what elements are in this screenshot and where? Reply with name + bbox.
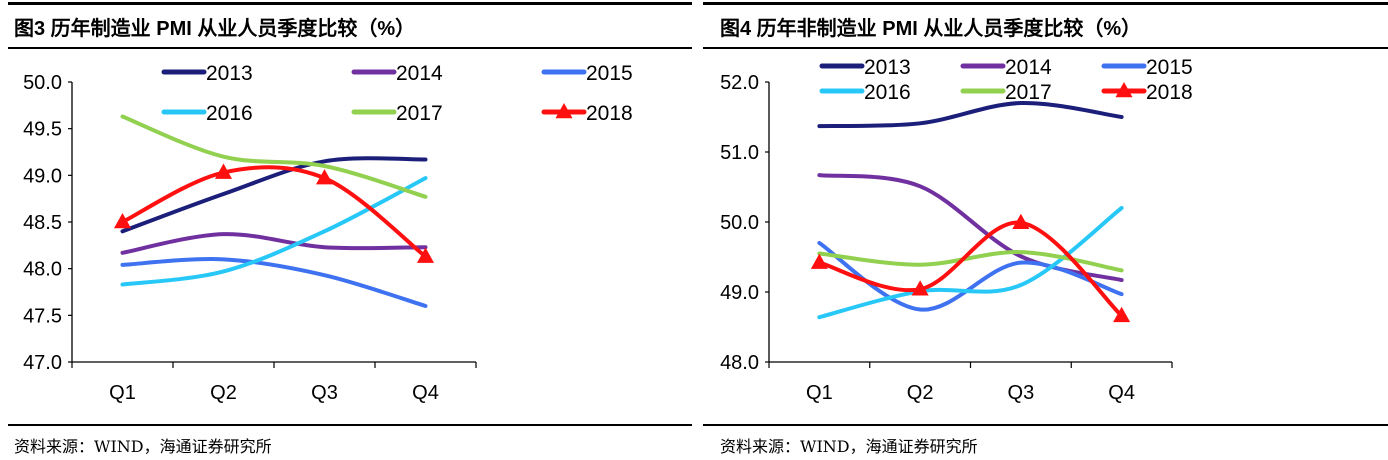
data-point-2018 [315, 169, 334, 185]
x-tick-label: Q4 [1108, 382, 1135, 404]
legend-label: 2016 [206, 102, 253, 125]
y-tick-label: 50.0 [23, 72, 62, 94]
x-tick-label: Q2 [907, 382, 934, 404]
legend-label: 2014 [1005, 56, 1052, 79]
x-tick-label: Q1 [109, 382, 136, 404]
legend-label: 2013 [206, 62, 253, 85]
y-tick-label: 49.0 [23, 165, 62, 187]
series-line-2014 [120, 232, 428, 255]
chart-plot: 52.0 51.0 50.0 49.0 48.0 Q1 Q2 Q3 Q4 2013 2014 2015… [720, 56, 1193, 404]
data-point-2018 [911, 280, 929, 296]
series-line-2018 [120, 165, 428, 259]
y-tick-label: 49.0 [720, 282, 759, 304]
data-point-2018 [1113, 306, 1131, 323]
top-rule [8, 2, 692, 5]
x-tick-label: Q3 [1008, 382, 1035, 404]
top-rule [703, 2, 1388, 5]
y-tick-label: 48.0 [720, 352, 759, 374]
series-line-2013 [120, 156, 428, 234]
y-tick-label: 50.0 [720, 212, 759, 234]
x-tick-label: Q3 [311, 382, 338, 404]
data-point-2018 [113, 213, 132, 229]
source-note: 资料来源：WIND，海通证券研究所 [720, 437, 978, 456]
title-rule [703, 47, 1388, 49]
legend-label: 2013 [864, 56, 911, 79]
x-tick-label: Q1 [806, 382, 833, 404]
legend-label: 2018 [1146, 81, 1193, 104]
data-point-2018 [416, 247, 435, 263]
footer-rule [8, 424, 692, 426]
legend-label: 2017 [396, 102, 443, 125]
y-tick-label: 47.5 [23, 305, 62, 327]
legend-label: 2014 [396, 62, 443, 85]
chart-plot: 50.0 49.5 49.0 48.5 48.0 47.5 47.0 Q1 Q2 Q3 Q4 2013… [23, 62, 633, 404]
y-tick-label: 49.5 [23, 119, 62, 141]
legend-marker-2018 [1115, 82, 1133, 98]
chart-panel-nonmanufacturing: 图4 历年非制造业 PMI 从业人员季度比较（%） 52.0 51.0 50.0 49… [703, 0, 1388, 460]
y-tick-label: 52.0 [720, 72, 759, 94]
series-line-2016 [817, 206, 1124, 320]
y-tick-label: 47.0 [23, 352, 62, 374]
series-line-2014 [817, 173, 1124, 283]
data-point-2018 [1012, 213, 1030, 229]
footer-rule [703, 424, 1388, 426]
chart-title: 图4 历年非制造业 PMI 从业人员季度比较（%） [720, 18, 1142, 40]
x-tick-label: Q2 [210, 382, 237, 404]
legend-label: 2018 [586, 102, 633, 125]
series-line-2017 [120, 114, 428, 199]
legend-label: 2015 [586, 62, 633, 85]
y-tick-label: 48.0 [23, 259, 62, 281]
title-rule [8, 47, 692, 49]
data-point-2018 [810, 253, 828, 269]
series-line-2017 [817, 250, 1124, 273]
data-point-2018 [214, 163, 233, 179]
chart-panel-manufacturing: 图3 历年制造业 PMI 从业人员季度比较（%） 50.0 49.5 49.0 48.… [8, 0, 692, 460]
legend-marker-2018 [555, 103, 573, 119]
chart-title: 图3 历年制造业 PMI 从业人员季度比较（%） [14, 18, 416, 40]
series-line-2016 [120, 176, 428, 287]
series-line-2018 [817, 220, 1124, 318]
source-note: 资料来源：WIND，海通证券研究所 [14, 437, 272, 456]
series-line-2015 [120, 257, 428, 308]
series-line-2013 [817, 100, 1124, 129]
y-tick-label: 51.0 [720, 142, 759, 164]
legend-label: 2016 [864, 81, 911, 104]
y-tick-label: 48.5 [23, 212, 62, 234]
legend-label: 2017 [1005, 81, 1052, 104]
legend-label: 2015 [1146, 56, 1193, 79]
x-tick-label: Q4 [412, 382, 439, 404]
